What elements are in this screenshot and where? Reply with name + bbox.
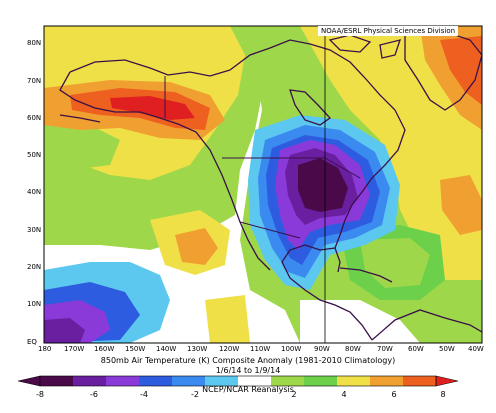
colorbar-seg-2 — [73, 376, 106, 386]
lon-label-110w: 110W — [250, 345, 271, 353]
colorbar-seg-12 — [403, 376, 436, 386]
field-yellow-east — [300, 26, 482, 280]
field-deeppurple-cold — [298, 158, 348, 212]
colorbar-tick: 4 — [341, 390, 347, 399]
colorbar-seg-6 — [205, 376, 238, 386]
lat-label-40n: 40N — [27, 188, 42, 196]
lon-label-130w: 130W — [187, 345, 208, 353]
coast-east — [334, 109, 406, 249]
lon-label-160w: 160W — [94, 345, 115, 353]
colorbar-seg-5 — [172, 376, 205, 386]
border-us-canada-east — [324, 157, 361, 179]
colorbar-seg-11 — [370, 376, 403, 386]
colorbar-tick: 8 — [440, 390, 446, 399]
lon-label-170w: 170W — [64, 345, 85, 353]
credit-label: NOAA/ESRL Physical Sciences Division — [318, 26, 459, 36]
colorbar-seg-7 — [238, 376, 271, 386]
coast-alaska-north — [69, 59, 231, 77]
lon-label-50w: 50W — [439, 345, 455, 353]
colorbar-tick: -2 — [191, 390, 199, 399]
colorbar — [17, 375, 459, 387]
field-red-greenland — [440, 36, 482, 105]
coast-florida — [334, 247, 341, 273]
field-orange-atlantic — [440, 175, 482, 235]
field-purple-south — [44, 318, 85, 343]
borders — [164, 76, 361, 239]
coast-aleutians — [59, 114, 101, 123]
lon-label-90w: 90W — [314, 345, 330, 353]
border-us-mexico — [239, 221, 301, 239]
coast-canada-north — [229, 39, 396, 111]
map-title: 850mb Air Temperature (K) Composite Anom… — [100, 356, 396, 365]
plot-border — [43, 25, 483, 344]
coast-cuba — [339, 267, 393, 283]
field-yellow-equator — [205, 295, 250, 343]
lat-label-20n: 20N — [27, 263, 42, 271]
colorbar-seg-4 — [139, 376, 172, 386]
data-source: NCEP/NCAR Reanalysis — [202, 385, 294, 394]
lon-label-180: 180 — [38, 345, 52, 353]
lat-label-30n: 30N — [27, 226, 42, 234]
colorbar-tick: -8 — [36, 390, 44, 399]
coast-gulf — [281, 244, 373, 341]
lat-label-10n: 10N — [27, 300, 42, 308]
lon-label-120w: 120W — [219, 345, 240, 353]
lon-label-140w: 140W — [156, 345, 177, 353]
field-white-eqatl — [300, 300, 420, 343]
lon-label-40w: 40W — [468, 345, 484, 353]
lon-label-100w: 100W — [281, 345, 302, 353]
coast-alaska-south — [59, 71, 271, 271]
lat-label-eq: EQ — [27, 338, 37, 346]
lat-label-60n: 60N — [27, 114, 42, 122]
map-subtitle: 1/6/14 to 1/9/14 — [215, 366, 281, 375]
colorbar-seg-10 — [337, 376, 370, 386]
lon-label-70w: 70W — [377, 345, 393, 353]
lon-label-60w: 60W — [408, 345, 424, 353]
colorbar-seg-9 — [304, 376, 337, 386]
lat-label-70n: 70N — [27, 77, 42, 85]
colorbar-tick: -4 — [140, 390, 148, 399]
coastlines — [59, 29, 482, 341]
colorbar-seg-1 — [40, 376, 73, 386]
colorbar-seg-8 — [271, 376, 304, 386]
lon-label-80w: 80W — [345, 345, 361, 353]
colorbar-tick: 2 — [291, 390, 297, 399]
coast-greenland — [404, 29, 482, 111]
field-deepred-alaska — [110, 96, 195, 120]
lon-label-150w: 150W — [125, 345, 146, 353]
colorbar-seg-3 — [106, 376, 139, 386]
lat-label-80n: 80N — [27, 39, 42, 47]
field-orange-eastpac — [175, 228, 218, 265]
coast-southamerica — [371, 309, 482, 341]
colorbar-tick: 6 — [391, 390, 397, 399]
lat-label-50n: 50N — [27, 151, 42, 159]
colorbar-tick: -6 — [90, 390, 98, 399]
colorbar-outline — [39, 375, 437, 387]
anomaly-field — [44, 26, 482, 343]
